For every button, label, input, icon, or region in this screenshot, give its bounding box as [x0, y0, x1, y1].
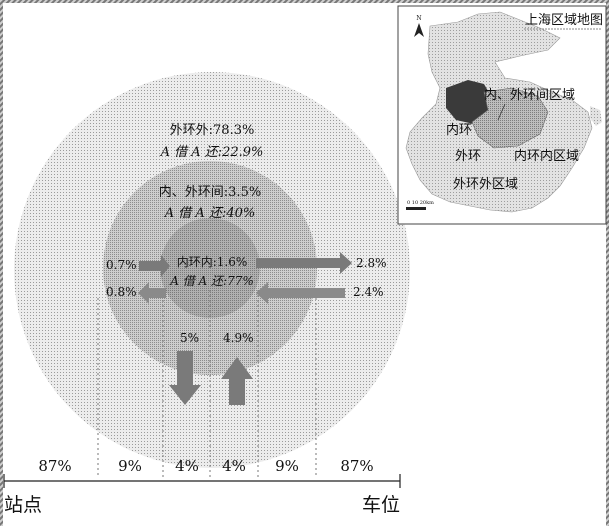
outer-ring-share: 外环外:78.3%: [170, 123, 255, 138]
map-between-area: [471, 87, 549, 149]
scale-bar: 0 10 20km: [406, 200, 434, 210]
inner-ring-share: 内环内:1.6%: [177, 255, 248, 269]
flow-arrow-left-out: [138, 282, 166, 304]
flow-label-left-in: 0.7%: [106, 258, 137, 272]
flow-label-left-out: 0.8%: [106, 285, 137, 299]
flow-label-down: 5%: [180, 331, 199, 345]
bottom-values: 87% 9% 4% 4% 9% 87%: [38, 457, 373, 475]
bottom-value-5: 9%: [275, 457, 299, 475]
flow-label-right-out: 2.8%: [356, 256, 387, 270]
baseline: [3, 474, 401, 488]
map-title: 上海区域地图: [525, 13, 603, 28]
map-label-outer-ring: 外环: [455, 149, 481, 164]
map-inner-area: [446, 80, 492, 124]
bottom-value-3: 4%: [175, 457, 199, 475]
inset-map: N 0 10 20km 上海区域地图 内、外环间区域 内环 外环 内环内区域 外…: [397, 5, 607, 225]
map-label-inner-area: 内环内区域: [514, 148, 579, 164]
map-island: [590, 106, 602, 126]
map-label-outside: 外环外区域: [453, 177, 518, 192]
bottom-left-label: 站点: [4, 494, 42, 516]
bottom-value-2: 9%: [118, 457, 142, 475]
flow-arrow-down: [169, 351, 201, 405]
scale-label: 0 10 20km: [407, 200, 434, 206]
map-label-inner-ring: 内环: [446, 122, 472, 138]
flow-arrow-left-in: [139, 255, 170, 277]
outer-ring-same-station: A 借 A 还:22.9%: [160, 145, 264, 160]
middle-ring-share: 内、外环间:3.5%: [159, 184, 261, 200]
bottom-right-label: 车位: [362, 494, 400, 516]
map-label-leader: [497, 103, 506, 121]
north-arrow-icon: N: [414, 15, 424, 37]
flow-label-up: 4.9%: [223, 331, 254, 345]
bottom-value-1: 87%: [38, 457, 71, 475]
flow-arrow-right-in: [256, 282, 345, 304]
column-guides: [97, 290, 317, 478]
inner-ring: [160, 218, 260, 318]
inner-ring-same-station: A 借 A 还:77%: [169, 274, 254, 288]
north-label: N: [416, 15, 421, 22]
middle-ring-same-station: A 借 A 还:40%: [164, 206, 255, 221]
map-label-between: 内、外环间区域: [484, 87, 575, 103]
flow-label-right-in: 2.4%: [353, 285, 384, 299]
flow-arrow-right-out: [256, 252, 352, 274]
bottom-value-6: 87%: [340, 457, 373, 475]
bottom-value-4: 4%: [222, 457, 246, 475]
flow-arrow-up: [221, 357, 253, 405]
